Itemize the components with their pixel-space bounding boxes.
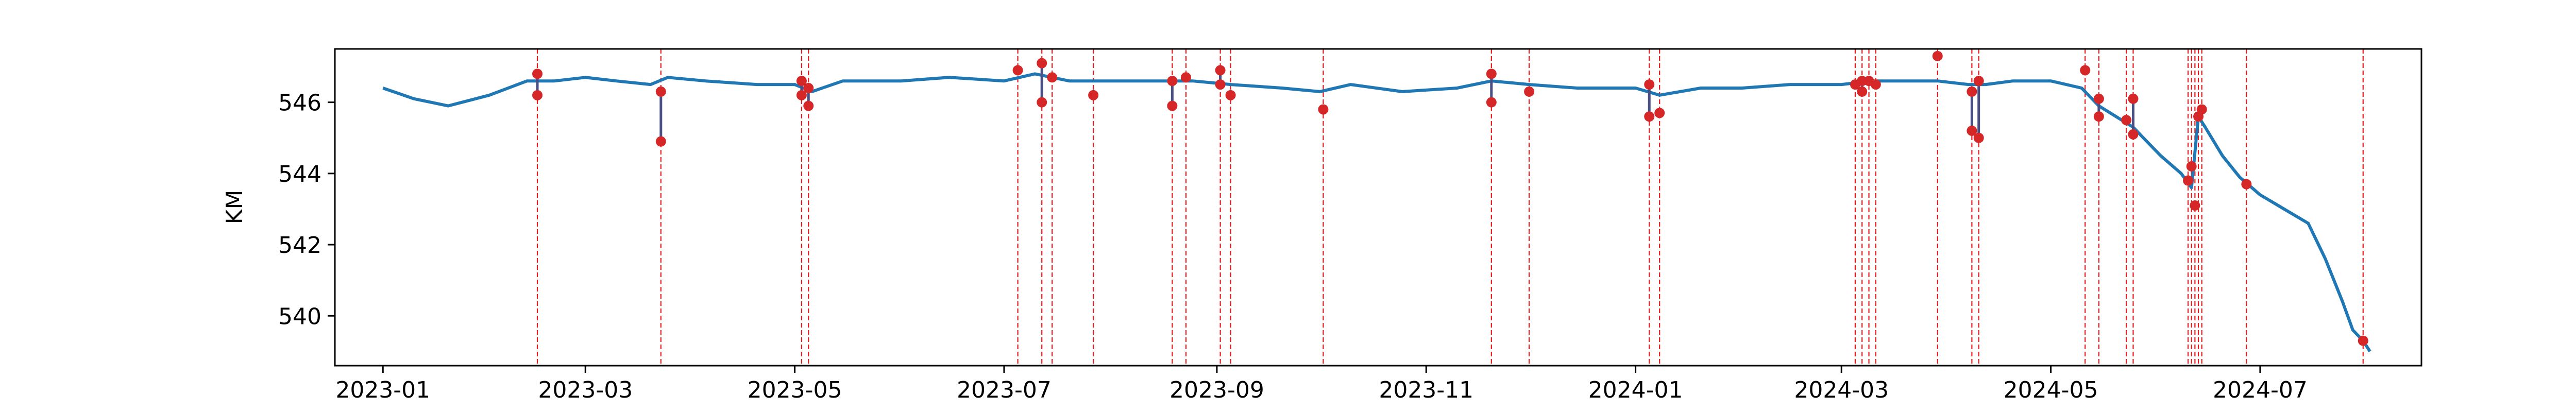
event-marker — [655, 136, 666, 147]
event-marker — [1644, 111, 1655, 122]
event-marker — [2196, 104, 2207, 115]
event-marker — [1524, 86, 1535, 97]
event-marker — [2358, 335, 2368, 346]
event-marker — [1973, 76, 1984, 87]
event-marker — [1037, 58, 1047, 68]
x-tick-label: 2023-11 — [1379, 377, 1473, 403]
event-marker — [1088, 90, 1099, 100]
x-tick-label: 2023-09 — [1170, 377, 1264, 403]
event-marker — [2128, 129, 2139, 140]
event-marker — [1870, 79, 1881, 90]
x-tick-label: 2024-03 — [1794, 377, 1889, 403]
event-marker — [1215, 79, 1226, 90]
event-marker — [532, 68, 543, 79]
series-layer — [382, 72, 2371, 353]
x-tick-label: 2023-03 — [538, 377, 633, 403]
event-marker — [796, 76, 807, 87]
event-marker — [1225, 90, 1236, 100]
event-markers — [532, 50, 2368, 346]
event-marker — [803, 100, 814, 111]
event-marker — [796, 90, 807, 100]
event-marker — [2186, 161, 2197, 172]
event-marker — [2093, 93, 2104, 104]
x-tick-label: 2024-05 — [2004, 377, 2098, 403]
event-marker — [1037, 97, 1047, 108]
event-marker — [1857, 86, 1868, 97]
event-marker — [1644, 79, 1655, 90]
event-marker — [1180, 72, 1191, 83]
event-marker — [2080, 65, 2091, 76]
plot-frame — [334, 48, 2422, 367]
x-tick-label: 2023-05 — [748, 377, 842, 403]
event-marker — [2190, 200, 2200, 211]
y-tick-label: 542 — [278, 232, 321, 259]
event-marker — [655, 86, 666, 97]
event-marker — [2183, 175, 2194, 186]
event-marker — [1215, 65, 1226, 76]
event-marker — [1486, 68, 1497, 79]
event-marker — [1932, 50, 1943, 61]
event-marker — [1318, 104, 1329, 115]
y-tick-label: 540 — [278, 303, 321, 330]
event-marker — [1167, 76, 1178, 87]
event-marker — [1167, 100, 1178, 111]
series-line — [382, 72, 2371, 353]
event-marker — [1967, 86, 1977, 97]
event-marker — [1654, 108, 1665, 118]
event-marker — [532, 90, 543, 100]
x-tick-label: 2023-07 — [957, 377, 1052, 403]
y-axis: 540 542 544 546 — [278, 90, 335, 330]
y-tick-label: 544 — [278, 161, 321, 187]
event-marker — [2093, 111, 2104, 122]
x-axis: 2023-01 2023-03 2023-05 2023-07 2023-09 2023-… — [335, 366, 2308, 403]
event-marker — [803, 83, 814, 94]
y-axis-label: KM — [222, 190, 248, 225]
event-marker — [1012, 65, 1023, 76]
x-tick-label: 2024-07 — [2213, 377, 2308, 403]
event-marker — [1967, 125, 1977, 136]
event-marker — [2241, 179, 2252, 190]
x-tick-label: 2024-01 — [1588, 377, 1683, 403]
event-marker — [2121, 115, 2132, 126]
event-marker — [1486, 97, 1497, 108]
event-marker — [1047, 72, 1058, 83]
event-marker — [2128, 93, 2139, 104]
event-marker — [1973, 132, 1984, 143]
y-tick-label: 546 — [278, 90, 321, 116]
x-tick-label: 2023-01 — [335, 377, 430, 403]
